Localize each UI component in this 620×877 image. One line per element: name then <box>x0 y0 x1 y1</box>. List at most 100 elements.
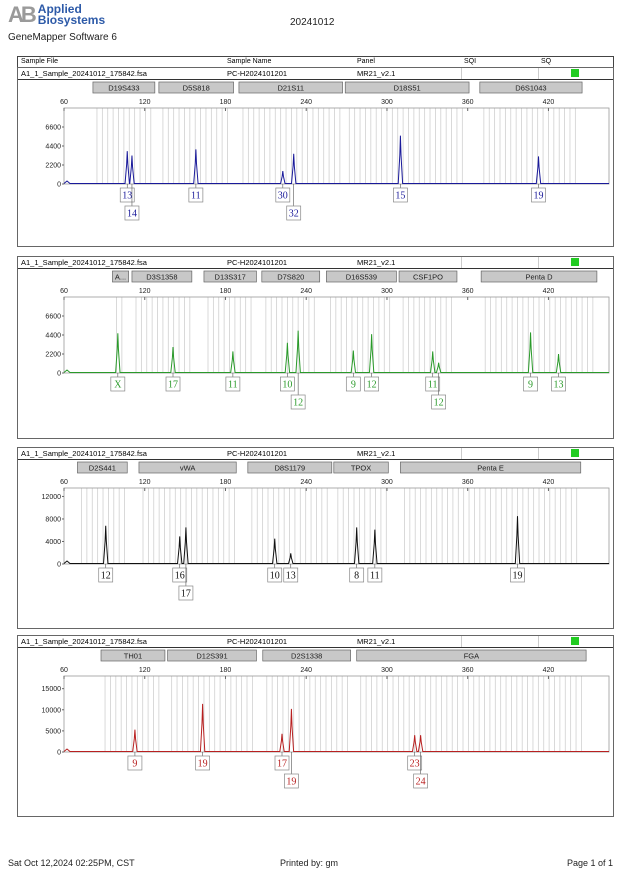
allele-label-box <box>284 773 299 789</box>
allele-label: 12 <box>293 398 303 409</box>
allele-label-box <box>531 187 546 203</box>
allele-label: 17 <box>168 380 178 391</box>
sample-name: PC-H2024101201 <box>227 258 288 267</box>
allele-label-box <box>280 376 295 392</box>
x-tick-label: 120 <box>139 288 151 295</box>
locus-label: D2S441 <box>89 464 116 473</box>
allele-label-box <box>367 567 383 583</box>
allele-label: 30 <box>278 191 288 202</box>
x-tick-label: 180 <box>220 667 232 674</box>
footer-printed-by: Printed by: gm <box>280 858 339 868</box>
allele-label: 32 <box>289 209 299 220</box>
allele-label: 19 <box>198 759 208 770</box>
y-tick-label: 4000 <box>45 539 61 546</box>
x-tick-label: 300 <box>381 99 393 106</box>
allele-label: 23 <box>410 759 420 770</box>
y-tick-label: 15000 <box>42 686 62 693</box>
plot: D2S441 vWA D8S1179 TPOX Penta E60 120 180 240 30… <box>42 461 610 601</box>
locus-bar <box>326 270 397 283</box>
sample-name: PC-H2024101201 <box>227 449 288 458</box>
col-panel: Panel <box>357 58 375 65</box>
locus-label: D8S1179 <box>274 464 305 473</box>
electropherogram-panel: A1_1_Sample_20241012_175842.fsa PC-H2024… <box>17 67 614 247</box>
sample-row[interactable]: A1_1_Sample_20241012_175842.fsa PC-H2024… <box>18 68 613 80</box>
allele-label-box <box>393 187 408 203</box>
locus-bar <box>203 270 257 283</box>
allele-label-box <box>127 755 143 771</box>
locus-bar <box>400 461 582 474</box>
allele-label-box <box>110 376 126 392</box>
sample-file: A1_1_Sample_20241012_175842.fsa <box>21 449 147 458</box>
x-tick-label: 180 <box>220 288 232 295</box>
allele-label-box <box>124 205 140 221</box>
locus-label: Penta D <box>525 273 553 282</box>
ab-logo-icon: AB <box>8 2 37 27</box>
sample-name: PC-H2024101201 <box>227 637 288 646</box>
allele-label-box <box>510 567 525 583</box>
sample-name: PC-H2024101201 <box>227 69 288 78</box>
y-tick-label: 10000 <box>42 707 62 714</box>
allele-label-box <box>425 376 441 392</box>
allele-label-box <box>195 755 210 771</box>
x-tick-label: 60 <box>60 99 68 106</box>
panel-name: MR21_v2.1 <box>357 258 396 267</box>
allele-label: 12 <box>434 398 444 409</box>
x-tick-label: 120 <box>139 667 151 674</box>
y-tick-label: 5000 <box>45 728 61 735</box>
allele-label: 9 <box>528 380 533 391</box>
panel-name: MR21_v2.1 <box>357 637 396 646</box>
locus-label: FGA <box>464 652 479 661</box>
x-tick-label: 240 <box>300 667 312 674</box>
allele-label: 10 <box>270 571 280 582</box>
brand-bottom: Biosystems <box>37 13 106 27</box>
signal-trace <box>63 516 609 564</box>
y-tick-label: 2200 <box>45 352 61 359</box>
allele-label: 17 <box>277 759 287 770</box>
plot-frame <box>63 487 610 565</box>
x-tick-label: 180 <box>220 99 232 106</box>
allele-label-box <box>349 567 365 583</box>
x-tick-label: 60 <box>60 288 68 295</box>
allele-label: 17 <box>181 589 191 600</box>
allele-label-box <box>98 567 114 583</box>
allele-label-box <box>165 376 181 392</box>
plot-frame <box>63 296 610 374</box>
allele-label: 11 <box>191 191 201 202</box>
allele-label-box <box>523 376 538 392</box>
sq-status-indicator <box>571 69 579 77</box>
plot: D19S433 D5S818 D21S11 D18S51 D6S1043 60 120 180… <box>45 81 610 221</box>
allele-label: 24 <box>416 777 426 788</box>
signal-trace <box>63 135 609 184</box>
locus-bar <box>398 270 458 283</box>
allele-label: 14 <box>127 209 137 220</box>
y-tick-label: 0 <box>57 182 61 189</box>
y-tick-label: 2200 <box>45 163 61 170</box>
locus-label: D5S818 <box>183 84 210 93</box>
x-tick-label: 300 <box>381 479 393 486</box>
allele-label-box <box>119 187 135 203</box>
locus-label: D21S11 <box>277 84 304 93</box>
allele-label-box <box>274 755 290 771</box>
allele-label: 13 <box>286 571 296 582</box>
sample-row[interactable]: A1_1_Sample_20241012_175842.fsa PC-H2024… <box>18 636 613 648</box>
locus-bar <box>238 81 343 94</box>
allele-label: 11 <box>370 571 380 582</box>
allele-label-box <box>290 394 306 410</box>
col-sqi: SQI <box>464 58 477 65</box>
locus-bar <box>356 649 587 662</box>
y-tick-label: 0 <box>57 371 61 378</box>
sq-status-indicator <box>571 449 579 457</box>
locus-label: TH01 <box>124 652 142 661</box>
sample-row[interactable]: A1_1_Sample_20241012_175842.fsa PC-H2024… <box>18 257 613 269</box>
allele-label-box <box>178 585 194 601</box>
sample-file: A1_1_Sample_20241012_175842.fsa <box>21 69 147 78</box>
locus-bar <box>158 81 234 94</box>
y-tick-label: 0 <box>57 562 61 569</box>
locus-bar <box>480 270 598 283</box>
allele-label-box <box>345 376 361 392</box>
sample-row[interactable]: A1_1_Sample_20241012_175842.fsa PC-H2024… <box>18 448 613 460</box>
y-tick-label: 0 <box>57 750 61 757</box>
allele-label: X <box>114 380 122 391</box>
brand-top: Applied <box>37 2 82 16</box>
